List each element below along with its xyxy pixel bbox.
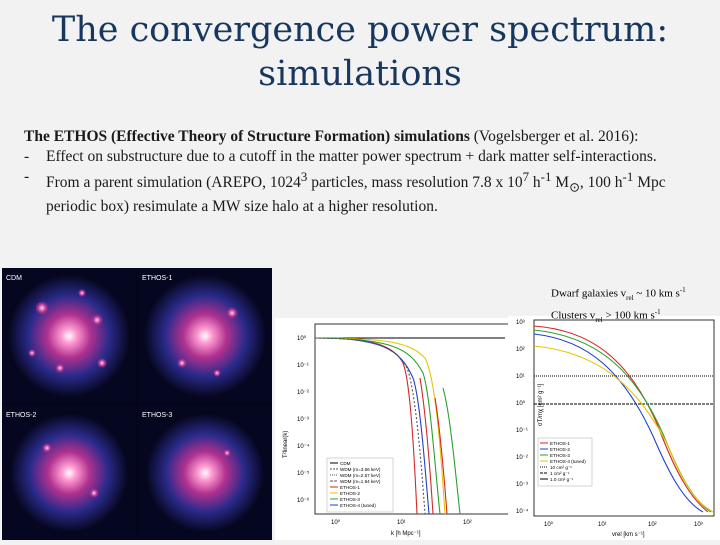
- sup: 3: [300, 169, 308, 184]
- p2-ytick: 10⁰: [516, 400, 526, 407]
- note-sub: rel: [595, 315, 603, 324]
- p1-xtick: 10¹: [397, 520, 406, 526]
- curve-wdm: [314, 337, 426, 515]
- p2-legend-item: ETHOS-1: [550, 441, 570, 446]
- bullet-2-text-a: From a parent simulation (AREPO, 1024: [46, 174, 301, 192]
- curve-ethos1-osc: [419, 377, 448, 515]
- bullet-1-text: Effect on substructure due to a cutoff i…: [46, 148, 657, 165]
- p1-ytick: 10⁻¹: [297, 363, 309, 369]
- note-text: ~ 10 km s: [633, 287, 680, 300]
- sun-symbol: ⊙: [569, 179, 580, 195]
- p1-legend-item: ETHOS-4 (tuned): [340, 503, 376, 508]
- p2-ytick: 10⁻¹: [516, 428, 528, 434]
- p2-legend-item: 10 cm² g⁻¹: [550, 465, 572, 470]
- sup: 7: [522, 169, 530, 184]
- p2-ytick: 10¹: [516, 374, 525, 380]
- sim-quadrant-ethos1: [138, 268, 272, 403]
- slide-body: The ETHOS (Effective Theory of Structure…: [24, 127, 704, 217]
- curve-ethos4: [314, 337, 446, 515]
- sup: -1: [622, 169, 634, 184]
- sim-label-cdm: CDM: [6, 275, 22, 282]
- p2-xtick: 10²: [648, 522, 657, 528]
- velocity-note: Dwarf galaxies vrel ~ 10 km s-1 Clusters…: [551, 283, 686, 327]
- p1-ytick: 10⁻⁴: [297, 443, 310, 450]
- p1-ytick: 10⁻²: [297, 390, 309, 396]
- p2-legend-item: ETHOS-3: [550, 453, 570, 458]
- p1-ylabel: T²linear(k): [283, 431, 289, 458]
- p2-ytick: 10⁻²: [516, 455, 528, 461]
- p2-xtick: 10¹: [598, 522, 607, 528]
- note-text: > 100 km s: [602, 309, 655, 322]
- p2-ytick: 10⁻⁴: [516, 508, 529, 515]
- note-text: Dwarf galaxies v: [551, 287, 627, 300]
- bullet-2: - From a parent simulation (AREPO, 10243…: [24, 167, 704, 217]
- note-sup: -1: [679, 286, 686, 294]
- bullet-dash: -: [24, 148, 30, 165]
- slide-title: The convergence power spectrum: simulati…: [0, 8, 720, 96]
- curve-ethos3: [314, 337, 441, 515]
- p2-legend-item: ETHOS-4 (tuned): [550, 459, 586, 464]
- p1-legend-item: WDM (m=2.67 keV): [340, 473, 381, 478]
- p1-ytick: 10⁰: [297, 335, 307, 342]
- cross-section-plot: 10³ 10² 10¹ 10⁰ 10⁻¹ 10⁻² 10⁻³ 10⁻⁴ 10⁰ …: [508, 316, 720, 540]
- p2-ytick: 10⁻³: [516, 482, 528, 488]
- sim-label-ethos2: ETHOS-2: [6, 412, 36, 419]
- p2-ytick: 10²: [516, 347, 525, 353]
- p1-xtick: 10²: [463, 520, 472, 526]
- p1-legend-item: WDM (m=1.94 keV): [340, 479, 381, 484]
- p1-xlabel: k [h Mpc⁻¹]: [391, 531, 421, 537]
- bullet-1: - Effect on substructure due to a cutoff…: [24, 147, 704, 167]
- note-sup: -1: [654, 307, 661, 316]
- p1-ytick: 10⁻³: [297, 417, 309, 423]
- sim-quadrant-ethos2: [2, 405, 136, 540]
- sim-label-ethos3: ETHOS-3: [142, 412, 172, 419]
- p2-legend-item: 1.0 cm² g⁻¹: [550, 477, 574, 482]
- p2-legend-item: ETHOS-2: [550, 447, 570, 452]
- bullet-2-text-c: h: [529, 174, 541, 192]
- p2-xtick: 10³: [694, 522, 703, 528]
- p1-legend-item: ETHOS-1: [340, 485, 360, 490]
- p1-legend-item: WDM (m=3.66 keV): [340, 467, 381, 472]
- bullet-dash: -: [24, 168, 30, 185]
- intro-rest: (Vogelsberger et al. 2016):: [469, 128, 639, 145]
- p1-xtick: 10⁰: [331, 519, 341, 526]
- note-text: Clusters v: [551, 309, 596, 322]
- intro-paragraph: The ETHOS (Effective Theory of Structure…: [24, 127, 704, 147]
- sim-quadrant-ethos3: [138, 405, 272, 540]
- curve-p2-ethos1: [533, 325, 709, 513]
- p1-legend-item: CDM: [340, 461, 351, 466]
- bullet-2-text-f: Mpc periodic box) resimulate a MW size h…: [46, 174, 666, 216]
- curve-ethos3-osc: [442, 387, 461, 515]
- note-sub: rel: [626, 293, 634, 302]
- note-line-2: Clusters vrel > 100 km s-1: [551, 305, 686, 327]
- sup: -1: [540, 169, 552, 184]
- p1-ytick: 10⁻⁵: [297, 470, 310, 477]
- bullet-2-text-d: M: [551, 174, 570, 192]
- sim-label-ethos1: ETHOS-1: [142, 275, 172, 282]
- curve-p2-ethos2: [533, 333, 704, 513]
- p2-xtick: 10⁰: [544, 521, 554, 528]
- p2-legend: ETHOS-1 ETHOS-2 ETHOS-3 ETHOS-4 (tuned) …: [537, 437, 593, 487]
- transfer-function-plot: 10⁰ 10⁻¹ 10⁻² 10⁻³ 10⁻⁴ 10⁻⁵ 10⁻⁶ 10⁰ 10…: [275, 318, 520, 540]
- slide-title-line2: simulations: [258, 54, 462, 94]
- simulation-images: CDM ETHOS-1 ETHOS-2 ETHOS-3: [2, 268, 272, 540]
- p2-ylabel: σT/mχ [cm² g⁻¹]: [538, 383, 544, 426]
- p2-legend-item: 1 cm² g⁻¹: [550, 471, 570, 476]
- p2-ytick: 10³: [516, 320, 525, 326]
- bullet-2-text-b: particles, mass resolution 7.8 x 10: [307, 174, 523, 192]
- note-line-1: Dwarf galaxies vrel ~ 10 km s-1: [551, 283, 686, 305]
- p1-ytick: 10⁻⁶: [297, 497, 310, 504]
- curve-p2-ethos4: [533, 345, 714, 513]
- bullet-2-text-e: , 100 h: [579, 174, 623, 192]
- p1-legend: CDM WDM (m=3.66 keV) WDM (m=2.67 keV) WD…: [326, 457, 394, 513]
- p2-xlabel: vrel [km s⁻¹]: [612, 532, 645, 538]
- p1-legend-item: ETHOS-3: [340, 497, 360, 502]
- intro-bold: The ETHOS (Effective Theory of Structure…: [24, 128, 470, 145]
- sim-quadrant-cdm: [2, 268, 136, 403]
- p1-legend-item: ETHOS-2: [340, 491, 360, 496]
- slide-title-line1: The convergence power spectrum:: [51, 10, 669, 50]
